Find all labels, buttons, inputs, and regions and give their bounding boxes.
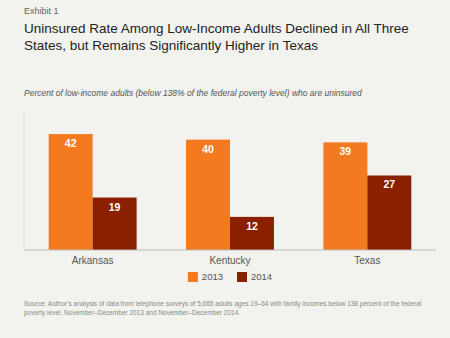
x-tick-label: Arkansas bbox=[72, 255, 114, 266]
bars bbox=[49, 134, 412, 250]
bar bbox=[230, 217, 274, 250]
data-label: 40 bbox=[202, 143, 214, 155]
y-axis-line bbox=[24, 112, 25, 250]
data-label: 39 bbox=[340, 145, 352, 157]
x-tick-label: Texas bbox=[354, 255, 380, 266]
x-axis-line bbox=[24, 250, 436, 251]
source-note-line: Source: Author’s analysis of data from t… bbox=[24, 300, 422, 308]
bar bbox=[93, 198, 137, 250]
data-label: 19 bbox=[109, 201, 121, 213]
bar bbox=[186, 140, 230, 250]
exhibit-label: Exhibit 1 bbox=[24, 6, 59, 16]
data-label: 27 bbox=[383, 178, 395, 190]
legend-swatch bbox=[237, 272, 247, 282]
source-note-line: poverty level, November–December 2013 an… bbox=[24, 309, 240, 317]
title: Uninsured Rate Among Low-Income Adults D… bbox=[24, 21, 409, 53]
legend-label: 2013 bbox=[202, 271, 223, 282]
subtitle: Percent of low-income adults (below 138%… bbox=[24, 88, 362, 98]
data-labels: 42 40 39 19 12 27 bbox=[65, 137, 395, 232]
title-line: Uninsured Rate Among Low-Income Adults D… bbox=[24, 21, 409, 36]
exhibit-label-line: Exhibit 1 bbox=[24, 6, 59, 16]
bar bbox=[49, 134, 93, 250]
chart: Exhibit 1 Uninsured Rate Among Low-Income… bbox=[0, 0, 450, 338]
legend-label: 2014 bbox=[251, 271, 272, 282]
data-label: 12 bbox=[246, 220, 258, 232]
x-tick-label: Kentucky bbox=[209, 255, 250, 266]
data-label: 42 bbox=[65, 137, 77, 149]
bar bbox=[367, 175, 411, 250]
background bbox=[0, 0, 450, 338]
source-note: Source: Author’s analysis of data from t… bbox=[24, 300, 422, 317]
legend-swatch bbox=[188, 272, 198, 282]
bar bbox=[323, 142, 367, 250]
subtitle-line: Percent of low-income adults (below 138%… bbox=[24, 88, 362, 98]
title-line: States, but Remains Significantly Higher… bbox=[24, 38, 318, 53]
legend: 2013 2014 bbox=[188, 271, 272, 282]
